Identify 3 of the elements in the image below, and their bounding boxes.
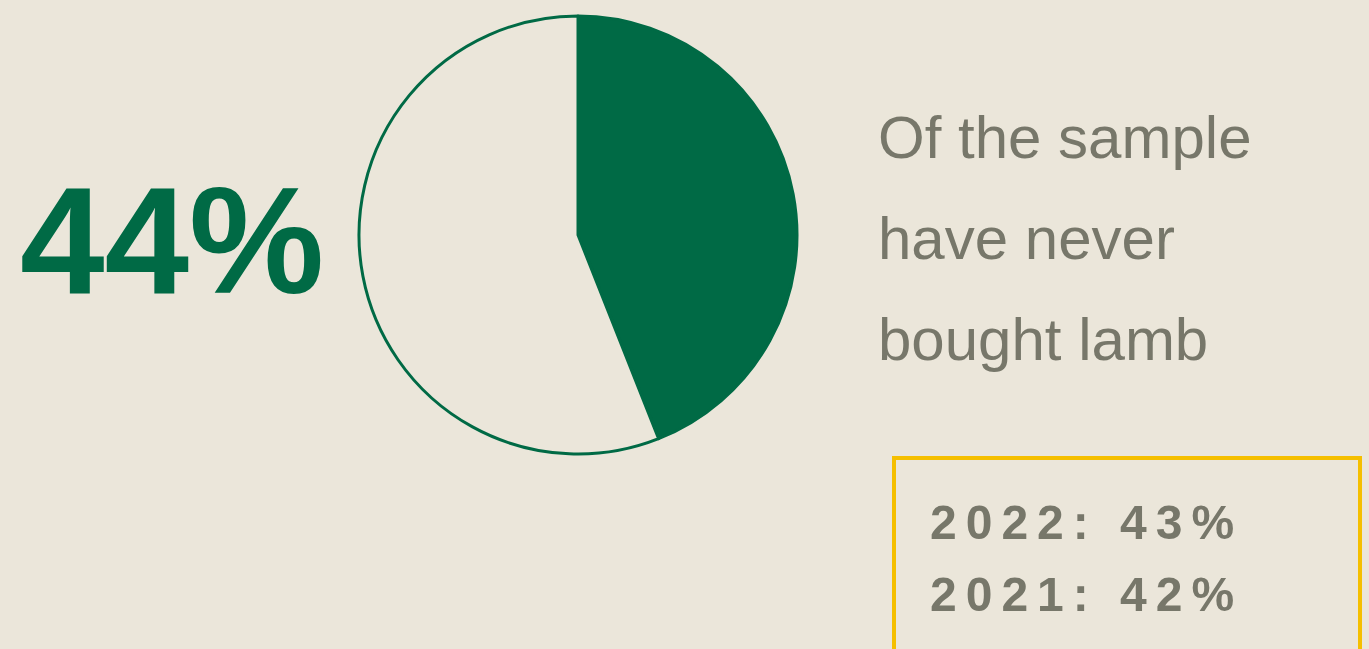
text: 44%	[19, 155, 325, 325]
text: 2022: 43% 2021: 42%	[930, 496, 1244, 621]
text: Of the sample have never bought lamb	[878, 104, 1252, 373]
